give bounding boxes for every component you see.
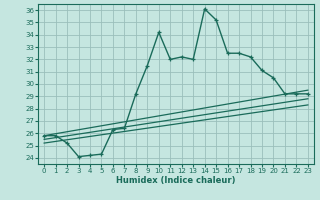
X-axis label: Humidex (Indice chaleur): Humidex (Indice chaleur)	[116, 176, 236, 185]
